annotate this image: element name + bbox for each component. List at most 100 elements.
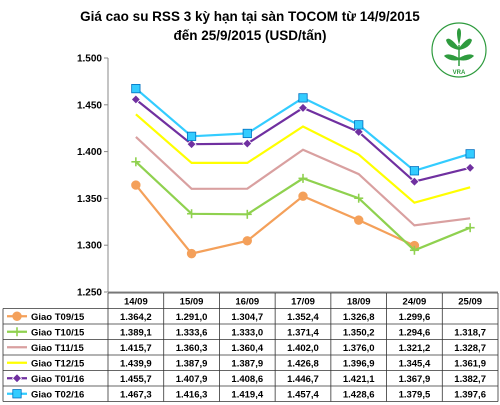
table-cell-value: 1.321,2 (399, 343, 431, 354)
data-point-square (12, 389, 22, 399)
table-cell-value: 1.439,9 (120, 358, 152, 369)
table-cell-value: 1.291,0 (176, 312, 208, 323)
data-point-square (465, 149, 475, 159)
x-tick-label: 14/09 (124, 297, 148, 308)
series-line (135, 113, 471, 204)
table-cell-value: 1.426,8 (287, 358, 319, 369)
series-line (135, 136, 471, 227)
data-point-circle (354, 215, 364, 225)
table-cell-value: 1.407,9 (176, 374, 208, 385)
series-giao-t09-15 (131, 180, 420, 259)
data-point-circle (12, 311, 22, 321)
data-point-diamond (409, 176, 420, 187)
data-point-square (242, 128, 252, 139)
legend-label: Giao T01/16 (31, 374, 84, 385)
data-point-diamond (130, 94, 141, 105)
data-point-diamond (465, 162, 476, 173)
table-cell-value: 1.304,7 (231, 312, 263, 323)
legend-label: Giao T09/15 (31, 312, 85, 323)
table-cell-value: 1.402,0 (287, 343, 319, 354)
y-axis-ticks: 1.250 1.300 1.350 1.400 1.450 1.500 (77, 54, 108, 299)
data-point-circle (131, 180, 141, 190)
x-tick-label: 17/09 (291, 297, 315, 308)
data-point-square (298, 93, 308, 103)
chart-subtitle: đến 25/9/2015 (USD/tấn) (173, 28, 326, 43)
table-cell-value: 1.428,6 (343, 389, 375, 400)
data-table: 14/09 15/09 16/09 17/09 18/09 24/09 25/09 Giao … (2, 292, 499, 402)
table-cell-value: 1.352,4 (287, 312, 319, 323)
series-giao-t01-16 (130, 94, 476, 187)
y-tick-label: 1.400 (77, 147, 102, 158)
x-tick-label: 24/09 (403, 297, 427, 308)
logo-text: VRA (453, 70, 466, 76)
series-giao-t02-16 (131, 84, 475, 176)
data-point-circle (298, 191, 308, 201)
table-cell-value: 1.371,4 (287, 327, 319, 338)
table-cell-value: 1.299,6 (399, 312, 431, 323)
data-point-diamond (353, 126, 364, 137)
table-cell-value: 1.360,4 (231, 343, 263, 354)
table-cell-value: 1.408,6 (231, 374, 263, 385)
table-cell-value: 1.396,9 (343, 358, 375, 369)
table-cell-value: 1.397,6 (454, 389, 486, 400)
data-point-diamond (186, 139, 197, 150)
table-cell-value: 1.294,6 (399, 327, 431, 338)
data-point-circle (242, 236, 252, 246)
table-cell-value: 1.387,9 (231, 358, 263, 369)
data-point-diamond (242, 138, 253, 149)
table-cell-value: 1.333,6 (176, 327, 208, 338)
table-cell-value: 1.361,9 (454, 358, 486, 369)
legend-key-giao-t10-15 (7, 327, 27, 337)
y-tick-label: 1.450 (77, 100, 102, 111)
table-cell-value: 1.415,7 (120, 343, 152, 354)
table-cell-value: 1.446,7 (287, 374, 319, 385)
table-cell-value: 1.382,7 (454, 374, 486, 385)
axes (107, 58, 498, 293)
table-cell-value: 1.455,7 (120, 374, 152, 385)
x-tick-label: 18/09 (347, 297, 371, 308)
vra-logo: VRA (431, 22, 487, 78)
table-cell-value: 1.389,1 (120, 327, 152, 338)
table-cell-value: 1.318,7 (454, 327, 486, 338)
table-cell-value: 1.333,0 (231, 327, 263, 338)
y-tick-label: 1.350 (77, 194, 102, 205)
table-cell-value: 1.364,2 (120, 312, 152, 323)
series-giao-t12-15 (135, 113, 471, 204)
table-cell-value: 1.416,3 (176, 389, 208, 400)
table-cell-value: 1.328,7 (454, 343, 486, 354)
data-point-square (131, 84, 141, 94)
data-point-circle (186, 248, 197, 259)
table-cell-value: 1.419,4 (231, 389, 263, 400)
table-cell-value: 1.421,1 (343, 374, 375, 385)
data-point-diamond (11, 373, 23, 384)
series-giao-t11-15 (135, 136, 471, 227)
table-cell-value: 1.367,9 (399, 374, 431, 385)
table-cell-value: 1.387,9 (176, 358, 208, 369)
y-tick-label: 1.300 (77, 241, 102, 252)
legend-key-giao-t01-16 (7, 373, 27, 384)
series-lines (130, 84, 476, 259)
legend-label: Giao T10/15 (31, 327, 85, 338)
legend-label: Giao T11/15 (31, 343, 85, 354)
data-point-diamond (297, 102, 309, 113)
x-tick-label: 15/09 (180, 297, 204, 308)
table-cell-value: 1.467,3 (120, 389, 152, 400)
legend-label: Giao T12/15 (31, 358, 85, 369)
data-point-square (354, 120, 364, 130)
table-cell-value: 1.350,2 (343, 327, 375, 338)
y-tick-label: 1.500 (77, 54, 102, 65)
table-cell-value: 1.379,5 (399, 389, 431, 400)
table-cell-value: 1.376,0 (343, 343, 375, 354)
table-cell-value: 1.326,8 (343, 312, 375, 323)
data-point-square (186, 131, 197, 141)
series-line (135, 184, 415, 255)
y-tick-label: 1.250 (77, 288, 102, 299)
series-giao-t10-15 (131, 157, 475, 255)
table-cell-value: 1.345,4 (399, 358, 431, 369)
table-cell-value: 1.360,3 (176, 343, 208, 354)
x-tick-label: 16/09 (235, 297, 259, 308)
legend-key-giao-t02-16 (7, 389, 27, 399)
table-cell-value: 1.457,4 (287, 389, 319, 400)
